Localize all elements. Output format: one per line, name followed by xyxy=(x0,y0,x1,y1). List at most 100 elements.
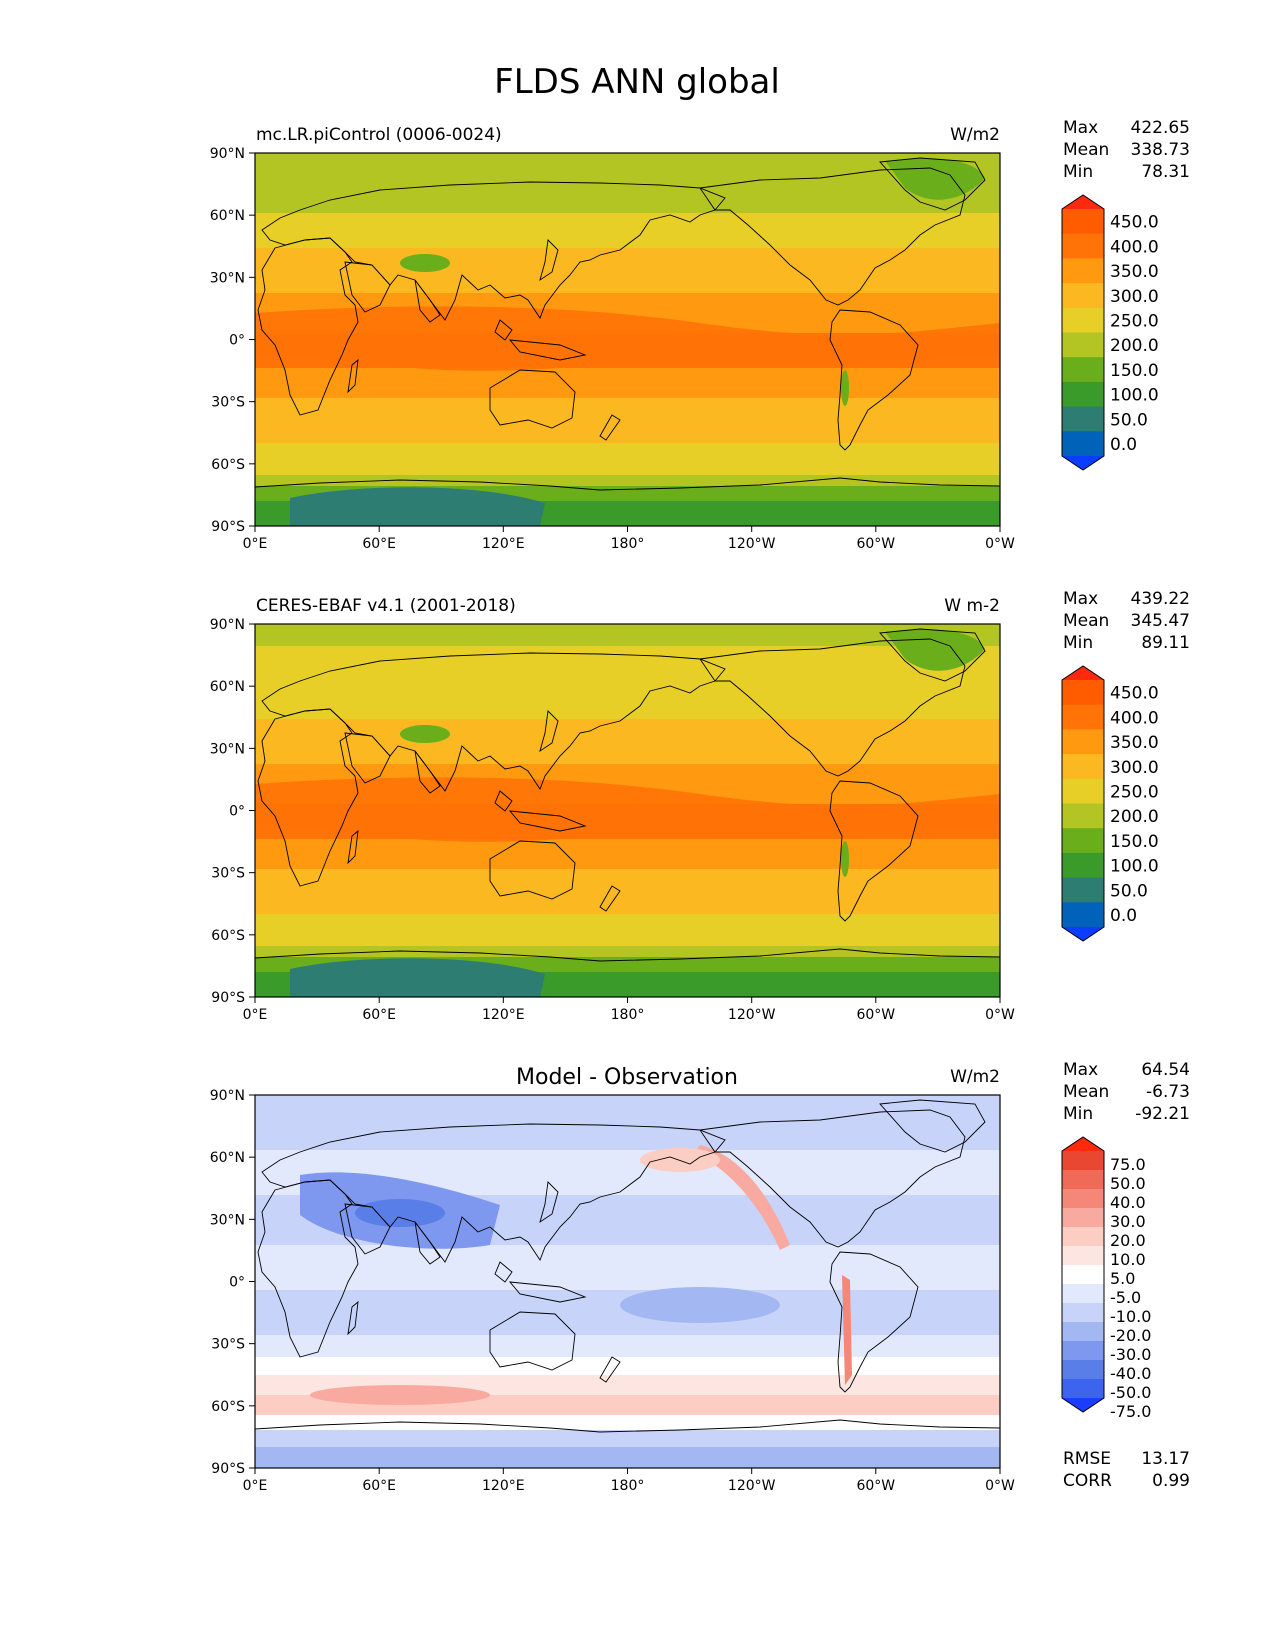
map-field xyxy=(255,153,1000,526)
x-tick-label: 60°W xyxy=(856,1478,895,1494)
colorbar-segment xyxy=(1062,357,1104,383)
y-tick-label: 30°N xyxy=(210,1212,245,1228)
x-tick-label: 60°E xyxy=(362,1007,396,1023)
colorbar-segment xyxy=(1062,803,1104,829)
panel-title: mc.LR.piControl (0006-0024) xyxy=(256,125,502,145)
contour-band xyxy=(841,841,849,877)
contour-band xyxy=(255,839,1000,869)
x-tick-label: 120°E xyxy=(482,536,525,552)
stat-label: Max xyxy=(1063,589,1098,609)
contour-band xyxy=(842,1275,852,1385)
colorbar-segment xyxy=(1062,828,1104,854)
stat-value: 89.11 xyxy=(1141,633,1190,653)
colorbar-label: -20.0 xyxy=(1110,1326,1151,1345)
y-tick-label: 90°S xyxy=(211,519,245,535)
stat-label: CORR xyxy=(1063,1471,1112,1491)
colorbar-segment xyxy=(1062,307,1104,333)
colorbar-label: 75.0 xyxy=(1110,1155,1146,1174)
y-tick-label: 60°S xyxy=(211,1399,245,1415)
colorbar-segment xyxy=(1062,1151,1104,1171)
x-tick-label: 120°E xyxy=(482,1478,525,1494)
colorbar-segment xyxy=(1062,1360,1104,1380)
colorbar-segment xyxy=(1062,283,1104,309)
y-tick-label: 60°S xyxy=(211,928,245,944)
x-tick-label: 180° xyxy=(611,536,645,552)
colorbar-segment xyxy=(1062,1322,1104,1342)
colorbar-label: -30.0 xyxy=(1110,1345,1151,1364)
colorbar-label: 400.0 xyxy=(1110,708,1159,728)
colorbar-label: 250.0 xyxy=(1110,783,1159,803)
contour-band xyxy=(620,1287,780,1323)
map-panel: CERES-EBAF v4.1 (2001-2018) W m-2 90°N 60°N… xyxy=(210,589,1190,1023)
colorbar-segment xyxy=(1062,1246,1104,1266)
x-tick-label: 60°W xyxy=(856,536,895,552)
map-panel: mc.LR.piControl (0006-0024) W/m2 90°N 60°N 3… xyxy=(210,118,1190,552)
y-tick-label: 0° xyxy=(229,333,245,349)
colorbar-label: -40.0 xyxy=(1110,1364,1151,1383)
colorbar: 450.0 400.0 350.0 300.0 250.0 200.0 150.0 100.0… xyxy=(1061,665,1159,942)
colorbar-segment xyxy=(1062,877,1104,903)
x-tick-label: 0°W xyxy=(985,1007,1015,1023)
contour-band xyxy=(255,1245,1000,1290)
colorbar-segment xyxy=(1062,1265,1104,1285)
colorbar-label: 100.0 xyxy=(1110,386,1159,406)
colorbar-label: 30.0 xyxy=(1110,1212,1146,1231)
x-tick-label: 120°W xyxy=(728,536,776,552)
colorbar-label: 200.0 xyxy=(1110,336,1159,356)
y-tick-label: 60°N xyxy=(210,679,245,695)
stat-value: 422.65 xyxy=(1131,118,1190,138)
colorbar-segment xyxy=(1062,381,1104,408)
contour-band xyxy=(290,487,545,526)
colorbar-label: -10.0 xyxy=(1110,1307,1151,1326)
stat-label: Min xyxy=(1063,1104,1093,1124)
colorbar-segment xyxy=(1062,852,1104,879)
colorbar-segment xyxy=(1062,778,1104,804)
colorbar-label: 250.0 xyxy=(1110,312,1159,332)
colorbar-label: 10.0 xyxy=(1110,1250,1146,1269)
y-tick-label: 30°N xyxy=(210,270,245,286)
stat-value: 0.99 xyxy=(1152,1471,1190,1491)
colorbar-extend-max xyxy=(1062,195,1104,209)
colorbar-label: 40.0 xyxy=(1110,1193,1146,1212)
colorbar-extend-max xyxy=(1062,666,1104,680)
figure-title: FLDS ANN global xyxy=(494,62,780,102)
contour-band xyxy=(255,777,1000,842)
stat-value: 338.73 xyxy=(1131,140,1190,160)
y-tick-label: 60°N xyxy=(210,208,245,224)
colorbar-label: 50.0 xyxy=(1110,1174,1146,1193)
y-tick-label: 60°S xyxy=(211,457,245,473)
contour-band xyxy=(255,646,1000,684)
colorbar-extend-min xyxy=(1062,456,1104,470)
colorbar-segment xyxy=(1062,1284,1104,1304)
colorbar-segment xyxy=(1062,754,1104,780)
x-tick-label: 120°W xyxy=(728,1007,776,1023)
stat-value: 345.47 xyxy=(1131,611,1190,631)
colorbar-segment xyxy=(1062,729,1104,755)
colorbar-segment xyxy=(1062,332,1104,358)
contour-band xyxy=(255,1095,1000,1150)
x-tick-label: 0°W xyxy=(985,536,1015,552)
colorbar-label: 150.0 xyxy=(1110,832,1159,852)
x-tick-label: 0°E xyxy=(243,1007,268,1023)
colorbar-segment xyxy=(1062,258,1104,284)
colorbar-label: 450.0 xyxy=(1110,684,1159,704)
x-tick-label: 60°W xyxy=(856,1007,895,1023)
contour-band xyxy=(355,1199,445,1227)
stat-value: -92.21 xyxy=(1135,1104,1190,1124)
y-tick-label: 60°N xyxy=(210,1150,245,1166)
stat-label: Max xyxy=(1063,118,1098,138)
contour-band xyxy=(255,175,1000,213)
x-tick-label: 60°E xyxy=(362,536,396,552)
colorbar: 450.0 400.0 350.0 300.0 250.0 200.0 150.0 100.0… xyxy=(1061,194,1159,471)
y-tick-label: 0° xyxy=(229,804,245,820)
colorbar-label: 100.0 xyxy=(1110,857,1159,877)
colorbar-segment xyxy=(1062,233,1104,259)
panel-title: CERES-EBAF v4.1 (2001-2018) xyxy=(256,596,516,616)
colorbar-segment xyxy=(1062,431,1104,457)
colorbar-label: 450.0 xyxy=(1110,213,1159,233)
contour-band xyxy=(255,475,1000,486)
colorbar-outline xyxy=(1061,1136,1105,1413)
contour-band xyxy=(255,398,1000,443)
colorbar-segment xyxy=(1062,1379,1104,1399)
colorbar-outline xyxy=(1061,194,1105,471)
